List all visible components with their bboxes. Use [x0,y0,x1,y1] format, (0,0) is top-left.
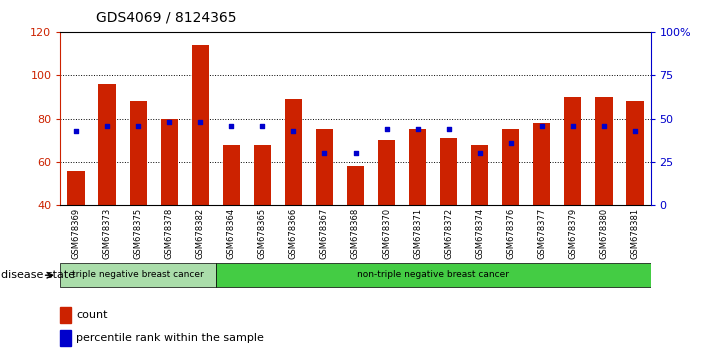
Point [443,126,454,132]
Bar [285,99,302,205]
Bar [223,144,240,205]
Point [536,123,547,129]
Text: percentile rank within the sample: percentile rank within the sample [77,333,264,343]
Text: GDS4069 / 8124365: GDS4069 / 8124365 [96,11,237,25]
Point [412,126,423,132]
Point [195,119,206,125]
Point [505,140,516,146]
Bar [316,130,333,205]
Point [598,123,609,129]
Point [164,119,175,125]
Point [567,123,579,129]
Bar [347,166,364,205]
Bar [440,138,457,205]
Point [102,123,113,129]
Bar [192,45,209,205]
Point [132,123,144,129]
Bar [533,123,550,205]
Text: count: count [77,310,108,320]
Bar [129,101,146,205]
Bar [595,97,612,205]
Point [257,123,268,129]
Point [350,150,361,156]
Point [319,150,330,156]
Bar [254,144,271,205]
Bar [161,119,178,205]
Point [288,128,299,133]
Bar [502,130,519,205]
Bar [378,140,395,205]
Point [381,126,392,132]
Text: triple negative breast cancer: triple negative breast cancer [73,270,204,279]
Point [225,123,237,129]
Point [70,128,82,133]
Text: non-triple negative breast cancer: non-triple negative breast cancer [357,270,509,279]
Bar [215,263,651,287]
Bar [471,144,488,205]
Bar [60,330,71,346]
Point [474,150,486,156]
Text: disease state: disease state [1,270,75,280]
Bar [409,130,426,205]
Point [629,128,641,133]
Bar [99,84,116,205]
Bar [565,97,582,205]
Bar [60,307,71,323]
Bar [626,101,643,205]
Bar [60,263,215,287]
Bar [68,171,85,205]
